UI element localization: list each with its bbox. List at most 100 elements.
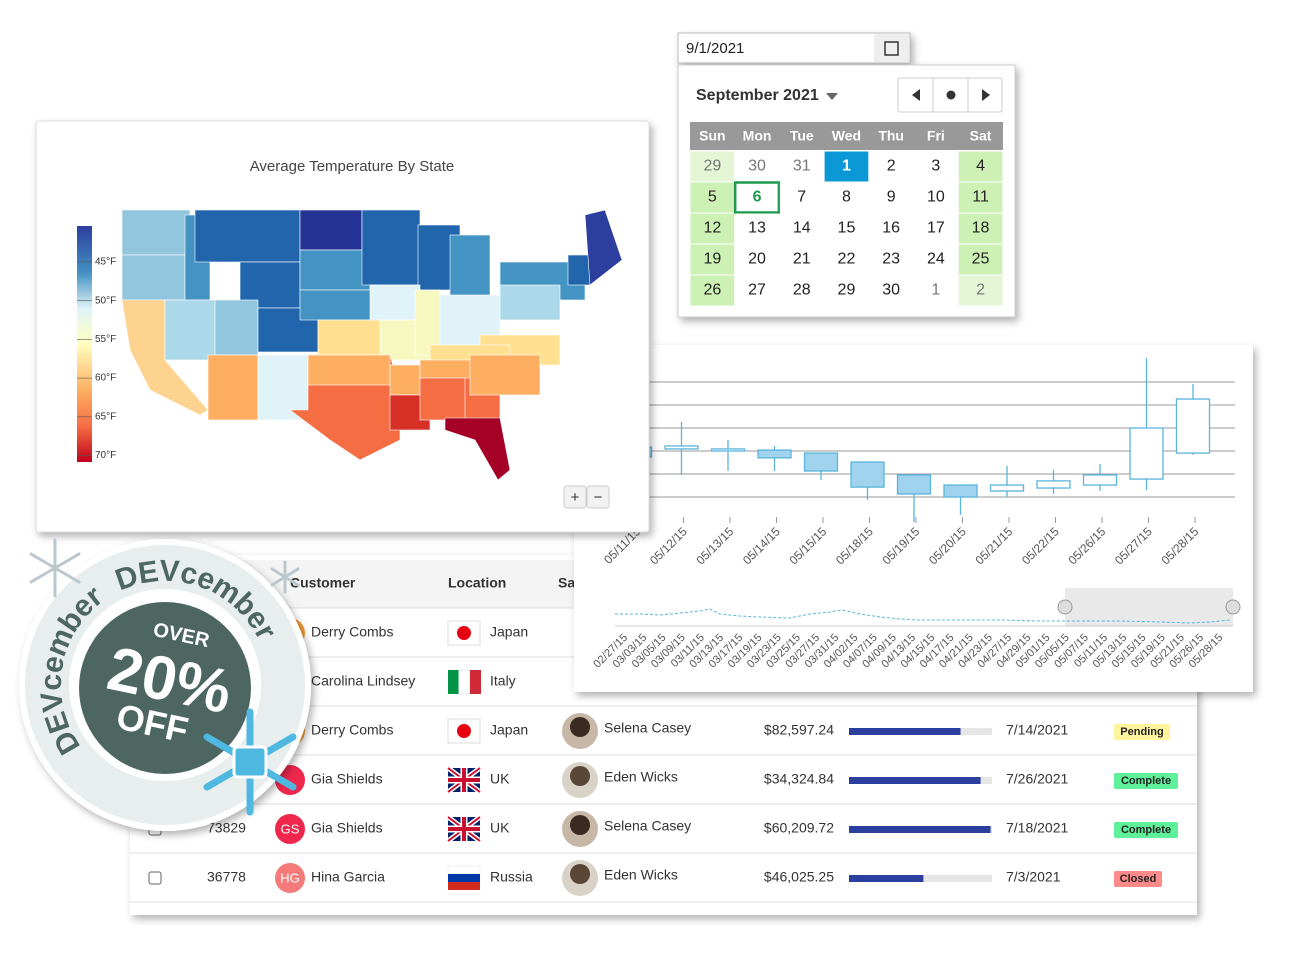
zoom-in[interactable] <box>563 485 587 509</box>
day-cell[interactable] <box>733 181 781 214</box>
day-cell[interactable] <box>914 151 958 182</box>
flag <box>457 626 471 640</box>
rep-photo <box>570 766 590 786</box>
day-cell[interactable] <box>690 213 735 244</box>
flag <box>446 815 482 843</box>
day-cell[interactable] <box>690 244 735 275</box>
day-cell[interactable] <box>735 244 779 275</box>
location: Japan <box>490 722 528 738</box>
status-pill <box>1114 773 1178 789</box>
day-number: 4 <box>976 158 985 175</box>
day-cell[interactable] <box>958 213 1003 244</box>
legend-label: 45°F <box>95 257 116 268</box>
day-cell[interactable] <box>958 275 1003 306</box>
day-cell[interactable] <box>690 151 735 182</box>
status: Closed <box>1120 873 1157 885</box>
day-cell[interactable] <box>779 244 824 275</box>
day-cell[interactable] <box>914 182 958 213</box>
progress-bar <box>849 777 981 784</box>
location: Japan <box>490 624 528 640</box>
day-number: 30 <box>748 158 766 175</box>
day-cell[interactable] <box>690 182 735 213</box>
day-cell[interactable] <box>779 275 824 306</box>
order-id: 36778 <box>207 869 246 885</box>
prev-month[interactable] <box>912 89 920 101</box>
day-cell[interactable] <box>735 151 779 182</box>
navigator-handle[interactable] <box>1225 599 1241 615</box>
day-number: 18 <box>972 220 990 237</box>
day-cell[interactable] <box>779 151 824 182</box>
status-pill <box>1114 871 1162 887</box>
day-cell[interactable] <box>869 244 913 275</box>
candle-body <box>1036 480 1071 489</box>
status: Complete <box>1121 824 1171 836</box>
month-dropdown[interactable] <box>826 93 838 100</box>
navigator-handle[interactable] <box>1057 599 1073 615</box>
customer-name: Gia Shields <box>311 820 383 836</box>
us-map <box>121 209 623 481</box>
day-number: 20 <box>748 251 766 268</box>
sales-rep: Selena Casey <box>604 818 691 834</box>
zoom-out[interactable] <box>586 485 610 509</box>
calendar-button[interactable] <box>874 34 909 62</box>
next-month[interactable] <box>982 89 990 101</box>
day-cell[interactable] <box>869 151 913 182</box>
day-cell[interactable] <box>869 182 913 213</box>
day-cell[interactable] <box>824 151 869 182</box>
zoom-in-label: + <box>571 489 580 506</box>
day-cell[interactable] <box>824 275 869 306</box>
initials: GS <box>281 821 300 836</box>
zoom-out-label: − <box>594 489 603 506</box>
day-cell[interactable] <box>914 213 958 244</box>
sales-rep: Selena Casey <box>604 720 691 736</box>
day-cell[interactable] <box>869 275 913 306</box>
flag <box>446 766 482 794</box>
stock-chart: 05/11/15 05/12/15 05/13/15 05/14/15 05/15/15… <box>574 345 1253 692</box>
avatar <box>275 863 305 893</box>
date: 7/3/2021 <box>1006 869 1061 885</box>
day-cell[interactable] <box>690 275 735 306</box>
day-cell[interactable] <box>735 275 779 306</box>
day-cell[interactable] <box>779 213 824 244</box>
promo-badge: DEVcember DEVcember OVER 20% OFF <box>19 538 311 831</box>
date-value: 9/1/2021 <box>686 40 744 57</box>
day-cell[interactable] <box>824 244 869 275</box>
badge-center <box>79 602 251 774</box>
legend-label: 65°F <box>95 411 116 422</box>
weekday-header <box>690 122 1003 150</box>
progress-bar <box>849 875 924 882</box>
day-cell[interactable] <box>958 244 1003 275</box>
logo <box>232 745 268 779</box>
day-cell[interactable] <box>869 213 913 244</box>
location: UK <box>490 820 510 836</box>
day-cell[interactable] <box>824 213 869 244</box>
day-cell[interactable] <box>958 182 1003 213</box>
legend-label: 70°F <box>95 450 116 461</box>
day-cell[interactable] <box>735 213 779 244</box>
navigator <box>615 588 1241 627</box>
day-number: 15 <box>838 220 856 237</box>
day-cell[interactable] <box>779 182 824 213</box>
status: Pending <box>1120 726 1163 738</box>
amount: $82,597.24 <box>764 722 834 738</box>
day-number: 6 <box>753 189 762 206</box>
date-input[interactable] <box>677 32 911 64</box>
day-cell[interactable] <box>914 275 958 306</box>
day-cell[interactable] <box>958 151 1003 182</box>
weekday: Thu <box>878 128 904 144</box>
checkbox[interactable] <box>148 871 162 885</box>
rep-photo <box>570 717 590 737</box>
today-button[interactable] <box>946 90 956 100</box>
day-cell[interactable] <box>914 244 958 275</box>
candle-body <box>943 484 978 498</box>
avatar <box>275 814 305 844</box>
navigator-selection[interactable] <box>1065 588 1233 626</box>
customer-name: Derry Combs <box>311 624 393 640</box>
day-number: 29 <box>703 158 721 175</box>
candle-body <box>1175 398 1211 454</box>
day-number: 2 <box>976 282 985 299</box>
candle-body <box>989 484 1025 492</box>
month-title[interactable]: September 2021 <box>696 87 819 104</box>
day-cell[interactable] <box>824 182 869 213</box>
